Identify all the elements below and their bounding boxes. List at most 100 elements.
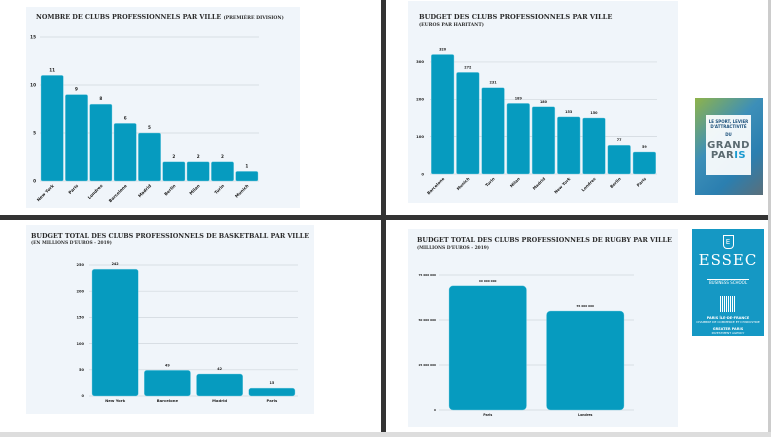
y-tick-label: 75 000 000 [418, 273, 436, 277]
bar [607, 145, 631, 175]
bar [144, 370, 191, 397]
bar [235, 171, 259, 182]
bar [91, 268, 139, 397]
y-tick-label: 200 [76, 289, 84, 293]
right-border [768, 0, 771, 437]
cover-title-box: LE SPORT, LEVIER D'ATTRACTIVITÉ DU GRAND… [706, 115, 751, 175]
y-tick-label: 50 000 000 [418, 318, 436, 322]
value-label: 5 [148, 125, 151, 130]
horizontal-separator-left [0, 215, 386, 220]
cci-subtitle: CHAMBRE DE COMMERCE ET D'INDUSTRIE [696, 320, 760, 324]
bar [481, 87, 505, 175]
value-label: 9 [75, 87, 78, 92]
x-tick-label: Munich [456, 176, 471, 191]
value-label: 59 [642, 145, 647, 149]
essec-name: ESSEC [698, 251, 758, 269]
grand-paris-report-cover[interactable]: LE SPORT, LEVIER D'ATTRACTIVITÉ DU GRAND… [695, 98, 763, 195]
bar [632, 151, 656, 175]
value-label: 69 000 000 [479, 279, 497, 283]
y-tick-label: 0 [81, 394, 84, 398]
y-tick-label: 5 [33, 130, 36, 135]
value-label: 2 [197, 154, 200, 159]
chart-panel-rugby: BUDGET TOTAL DES CLUBS PROFESSIONNELS DE… [408, 229, 678, 427]
value-label: 150 [590, 111, 598, 115]
y-tick-label: 15 [30, 34, 36, 39]
bar [113, 123, 137, 182]
y-tick-label: 50 [79, 368, 85, 372]
x-tick-label: Madrid [137, 183, 152, 198]
horizontal-separator-right [381, 215, 771, 220]
value-label: 180 [540, 100, 548, 104]
bar [506, 103, 530, 175]
y-tick-label: 100 [416, 134, 424, 139]
y-tick-label: 0 [33, 178, 36, 183]
bar-chart-rugby: 0 25 000 000 50 000 000 75 000 000 69 000 00… [418, 273, 634, 417]
value-label: 42 [217, 367, 222, 371]
y-tick-label: 300 [416, 59, 424, 64]
essec-shield-icon: E [722, 235, 734, 249]
value-label: 6 [124, 115, 127, 120]
cci-name: PARIS ÎLE-DE-FRANCE [706, 316, 750, 320]
bar [211, 161, 234, 182]
greater-paris-name: GREATER PARIS [712, 327, 744, 331]
greater-paris-subtitle: INVESTMENT AGENCY [711, 331, 745, 335]
bar [557, 116, 581, 175]
bottom-border [0, 432, 771, 437]
chart-panel-basketball: BUDGET TOTAL DES CLUBS PROFESSIONNELS DE… [26, 225, 314, 414]
bar [431, 54, 455, 175]
bar [162, 161, 186, 182]
bar [89, 103, 113, 182]
y-tick-label: 150 [76, 316, 84, 320]
bar [186, 161, 210, 182]
x-tick-label: Madrid [212, 398, 227, 403]
chart-panel-budget-habitant: BUDGET DES CLUBS PROFESSIONNELS PAR VILL… [408, 1, 678, 203]
value-label: 231 [490, 81, 498, 85]
x-tick-label: Londres [87, 183, 104, 200]
chart-title: NOMBRE DE CLUBS PROFESSIONNELS PAR VILLE… [36, 13, 284, 21]
y-tick-label: 200 [416, 97, 424, 102]
x-tick-label: Milan [188, 183, 201, 196]
chart-title: BUDGET TOTAL DES CLUBS PROFESSIONNELS DE… [417, 236, 672, 244]
bar [40, 75, 64, 182]
bar [138, 132, 161, 182]
bar-chart-basketball: 0 50 100 150 200 250 242 New York 49 Barcelone 42 M… [76, 262, 298, 403]
x-tick-label: Londres [578, 413, 593, 417]
chart-title-suffix: (PREMIÈRE DIVISION) [223, 16, 284, 21]
chart-subtitle: (MILLIONS D'EUROS - 2019) [417, 246, 489, 251]
value-label: 153 [565, 110, 573, 114]
cover-paris: PARIS [706, 151, 751, 161]
essec-business-school: BUSINESS SCHOOL [706, 279, 750, 285]
bar [582, 117, 606, 175]
bar-chart-budget-habitant: 0 100 200 300 320 Barcelone 272 Munich 231 Turin 1… [416, 47, 657, 196]
value-label: 11 [49, 67, 55, 72]
essec-logo-block[interactable]: E ESSEC BUSINESS SCHOOL PARIS ÎLE-DE-FRA… [692, 229, 764, 336]
x-tick-label: New York [36, 183, 55, 202]
bar [248, 387, 296, 397]
x-tick-label: Madrid [532, 176, 547, 191]
chart-title: BUDGET DES CLUBS PROFESSIONNELS PAR VILL… [419, 13, 613, 21]
cover-line-1: LE SPORT, LEVIER [708, 119, 749, 124]
chart-subtitle: (EUROS PAR HABITANT) [419, 23, 484, 28]
x-tick-label: Turin [484, 176, 496, 188]
value-label: 55 000 000 [576, 304, 594, 308]
cover-line-2: D'ATTRACTIVITÉ [710, 124, 747, 129]
cover-grand: GRAND [707, 140, 750, 151]
x-tick-label: Munich [234, 183, 250, 199]
value-label: 2 [221, 154, 224, 159]
y-tick-label: 10 [30, 82, 36, 87]
cci-logo-icon [720, 296, 736, 312]
value-label: 8 [99, 96, 102, 101]
bar [65, 94, 88, 182]
value-label: 2 [172, 154, 175, 159]
x-tick-label: Paris [483, 413, 492, 417]
x-tick-label: Barcelone [426, 176, 446, 196]
x-tick-label: Paris [67, 183, 79, 195]
y-tick-label: 100 [76, 342, 84, 346]
cover-paris-b: IS [734, 150, 747, 161]
chart-panel-clubs: NOMBRE DE CLUBS PROFESSIONNELS PAR VILLE… [26, 7, 300, 208]
x-tick-label: New York [105, 398, 125, 403]
x-tick-label: Paris [636, 176, 648, 188]
chart-subtitle: (EN MILLIONS D'EUROS - 2019) [31, 241, 112, 246]
value-label: 77 [617, 138, 622, 142]
